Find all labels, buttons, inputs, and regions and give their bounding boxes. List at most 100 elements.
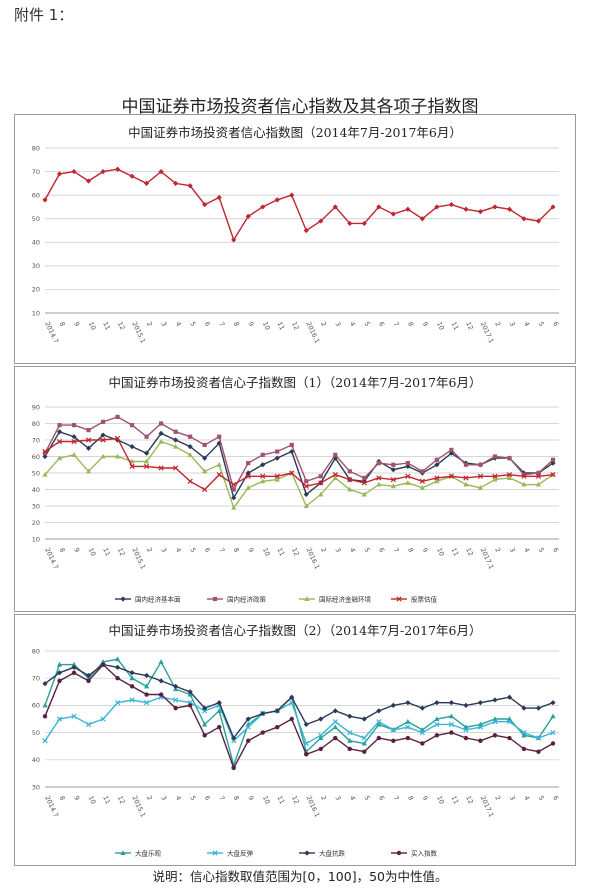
- data-point-24: [391, 462, 396, 467]
- data-point-12: [216, 700, 222, 706]
- y-tick-label: 60: [32, 191, 40, 199]
- x-tick-label: 2: [493, 546, 502, 553]
- data-point-32: [506, 475, 513, 480]
- data-point-13: [231, 487, 236, 492]
- data-point-18: [303, 740, 309, 747]
- data-point-5: [115, 414, 120, 419]
- data-point-2: [71, 434, 77, 440]
- data-point-25: [405, 461, 410, 466]
- data-point-20: [333, 452, 338, 457]
- data-point-9: [173, 697, 179, 703]
- x-tick-label: 4: [174, 794, 183, 801]
- x-tick-label: 7: [217, 794, 226, 801]
- data-point-23: [376, 708, 382, 714]
- data-point-15: [260, 478, 266, 484]
- x-tick-label: 3: [333, 320, 342, 327]
- x-tick-label: 10: [261, 320, 272, 331]
- data-point-0: [42, 471, 48, 477]
- x-tick-label: 9: [72, 794, 81, 801]
- data-point-31: [492, 454, 498, 459]
- x-tick-label: 8: [58, 320, 67, 327]
- data-point-28: [449, 730, 454, 735]
- data-point-15: [260, 710, 266, 717]
- data-point-16: [275, 724, 280, 730]
- data-point-6: [129, 444, 135, 450]
- x-tick-label: 7: [392, 320, 401, 327]
- data-point-3: [86, 678, 91, 684]
- data-point-4: [100, 659, 106, 664]
- data-point-32: [507, 456, 512, 461]
- data-point-5: [115, 676, 120, 681]
- x-tick-label: 11: [450, 320, 461, 331]
- data-point-34: [535, 473, 542, 479]
- data-point-18: [303, 227, 309, 234]
- data-point-22: [361, 716, 367, 722]
- x-tick-label: 7: [392, 546, 401, 553]
- chart-sub-index-1: 中国证券市场投资者信心子指数图（1）（2014年7月-2017年6月） 10 20 3…: [32, 375, 560, 603]
- x-tick-label: 4: [348, 794, 357, 801]
- data-point-33: [521, 732, 527, 738]
- x-tick-label: 12: [116, 320, 127, 331]
- x-tick-label: 12: [116, 546, 127, 557]
- data-point-23: [376, 475, 382, 481]
- data-point-22: [361, 735, 367, 741]
- x-tick-label: 3: [159, 320, 168, 327]
- series-line-1: [44, 416, 554, 492]
- data-point-7: [144, 434, 149, 439]
- chart-panel-sub-index-2: 中国证券市场投资者信心子指数图（2）（2014年7月-2017年6月） 30 40 5…: [14, 614, 576, 866]
- data-point-19: [318, 218, 324, 224]
- data-point-14: [245, 724, 251, 730]
- x-tick-label: 6: [551, 546, 560, 553]
- x-tick-label: 3: [159, 546, 168, 553]
- data-point-27: [434, 478, 440, 484]
- data-point-24: [390, 702, 396, 708]
- y-tick-label: 60: [32, 453, 40, 461]
- data-point-30: [477, 473, 484, 479]
- series-line-1: [44, 696, 554, 745]
- data-point-29: [463, 206, 469, 212]
- data-point-1: [56, 171, 63, 177]
- x-tick-label: 4: [348, 546, 357, 553]
- x-tick-label: 2: [319, 320, 328, 327]
- data-point-legend-2: [304, 596, 310, 601]
- data-point-11: [202, 486, 208, 493]
- data-point-4: [100, 419, 106, 424]
- data-point-32: [506, 694, 513, 700]
- y-tick-label: 50: [32, 215, 40, 223]
- data-point-1: [56, 429, 63, 435]
- data-point-6: [129, 463, 135, 470]
- data-point-3: [85, 178, 92, 184]
- data-point-2: [71, 423, 77, 428]
- data-point-18: [304, 479, 309, 484]
- y-tick-label: 40: [32, 756, 40, 764]
- x-tick-label: 4: [522, 794, 531, 801]
- data-point-7: [144, 458, 150, 464]
- chart-title: 中国证券市场投资者信心子指数图（2）（2014年7月-2017年6月）: [109, 623, 482, 638]
- data-point-1: [56, 455, 63, 461]
- x-tick-label: 6: [203, 320, 212, 327]
- data-point-19: [318, 735, 324, 741]
- data-point-3: [85, 437, 92, 443]
- data-point-34: [536, 470, 541, 476]
- data-point-7: [144, 180, 150, 186]
- data-point-31: [492, 204, 498, 210]
- x-tick-label: 5: [537, 794, 546, 801]
- data-point-13: [231, 495, 237, 501]
- data-point-33: [521, 481, 527, 487]
- data-point-19: [318, 480, 324, 486]
- data-point-26: [419, 485, 425, 490]
- x-tick-label: 10: [261, 794, 272, 805]
- data-point-6: [129, 458, 135, 464]
- data-point-34: [535, 481, 542, 487]
- y-tick-label: 40: [32, 486, 40, 494]
- data-point-6: [129, 670, 135, 676]
- data-point-33: [521, 473, 527, 479]
- series-line-0: [44, 430, 554, 500]
- data-point-35: [550, 741, 556, 746]
- data-point-29: [463, 702, 469, 708]
- x-tick-label: 11: [450, 546, 461, 557]
- data-point-12: [216, 708, 222, 713]
- data-point-legend-3: [396, 850, 402, 856]
- chart-panel-sub-index-1: 中国证券市场投资者信心子指数图（1）（2014年7月-2017年6月） 10 20 3…: [14, 366, 576, 612]
- data-point-28: [448, 473, 455, 479]
